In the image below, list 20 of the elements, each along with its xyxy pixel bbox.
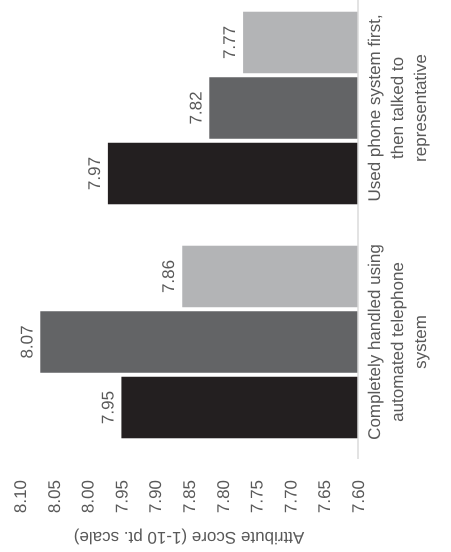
x-tick-label: 8.00	[78, 480, 98, 514]
x-tick-label: 7.65	[315, 480, 334, 514]
x-tick-label: 7.85	[180, 480, 199, 514]
x-tick-label: 8.10	[10, 480, 30, 514]
x-axis-title: Attribute Score (1-10 pt. scale)	[74, 528, 304, 548]
y-tick-label: Completely handled using automated telephone system	[365, 244, 430, 440]
x-tick-label: 7.70	[281, 480, 300, 514]
data-label: 7.97	[84, 156, 104, 190]
data-label: 7.95	[98, 390, 118, 424]
data-label: 7.86	[159, 260, 178, 294]
data-label: 8.07	[17, 325, 36, 359]
y-tick-label: Used phone system first, then talked to representative	[365, 14, 430, 202]
data-label: 7.82	[186, 91, 206, 125]
x-tick-label: 7.60	[348, 480, 368, 514]
x-tick-label: 7.80	[214, 480, 233, 514]
x-tick-label: 8.05	[44, 480, 64, 514]
x-tick-label: 7.75	[248, 480, 267, 514]
x-tick-label: 7.95	[112, 480, 132, 514]
data-label: 7.77	[220, 26, 240, 60]
x-tick-label: 7.90	[146, 480, 166, 514]
